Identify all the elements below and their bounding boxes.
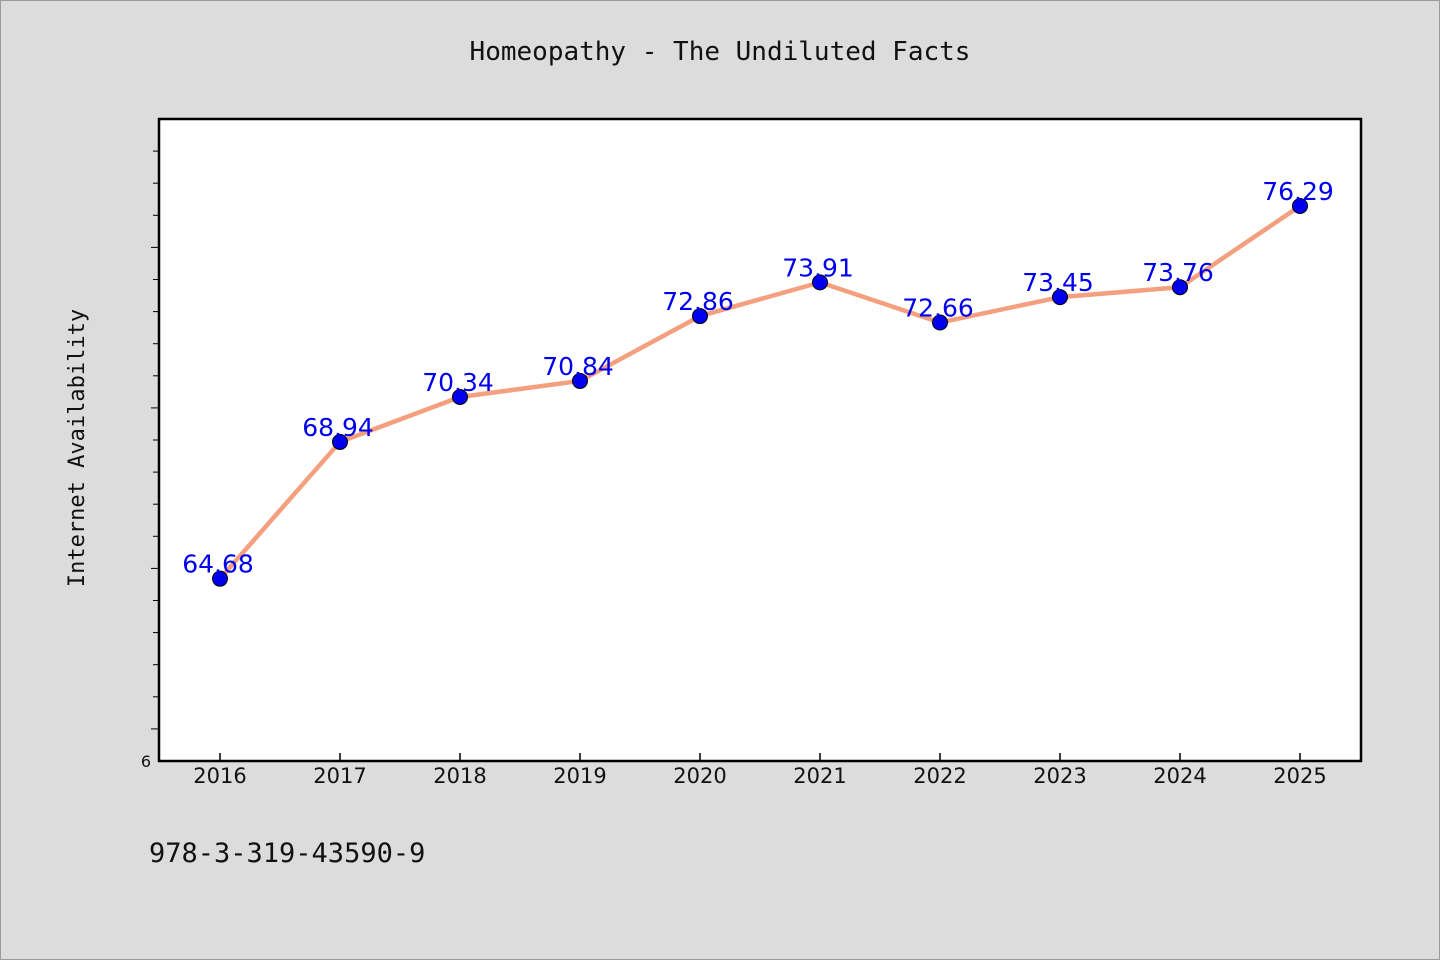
data-label: 70.34: [422, 368, 494, 397]
x-tick-label: 2024: [1153, 764, 1206, 788]
data-label: 73.45: [1022, 268, 1094, 297]
data-point: [1172, 279, 1188, 296]
y-tick-label: 6: [141, 752, 151, 771]
data-label: 64.68: [182, 550, 254, 579]
data-point: [692, 308, 708, 325]
x-tick-label: 2017: [313, 764, 366, 788]
data-point: [572, 372, 588, 389]
data-point: [1292, 197, 1308, 214]
data-point: [332, 433, 348, 450]
x-tick-label: 2016: [193, 764, 246, 788]
plot-area: [157, 117, 1363, 763]
x-tick-label: 2020: [673, 764, 726, 788]
x-tick-label: 2021: [793, 764, 846, 788]
data-label: 68.94: [302, 413, 374, 442]
series-line: [217, 203, 1303, 581]
data-label: 72.66: [902, 294, 974, 323]
y-axis-ticks: 6: [141, 150, 159, 771]
data-label: 70.84: [542, 352, 614, 381]
data-label: 73.91: [782, 253, 854, 282]
series-layer: 64.68 68.94 70.34 70.84 72.86 73.91 72.66 73.45…: [182, 177, 1334, 587]
isbn-footer: 978-3-319-43590-9: [149, 838, 425, 869]
chart-title: Homeopathy - The Undiluted Facts: [470, 37, 971, 67]
data-point: [932, 314, 948, 331]
x-tick-label: 2018: [433, 764, 486, 788]
x-tick-label: 2025: [1273, 764, 1326, 788]
x-axis-ticks: 2016 2017 2018 2019 2020 2021 2022 2023 2024 2025: [193, 753, 1327, 788]
data-label: 76.29: [1262, 177, 1334, 206]
data-point: [812, 274, 828, 291]
x-tick-label: 2022: [913, 764, 966, 788]
data-label: 73.76: [1142, 258, 1214, 287]
data-label: 72.86: [662, 287, 734, 316]
x-tick-label: 2019: [553, 764, 606, 788]
x-tick-label: 2023: [1033, 764, 1086, 788]
data-point: [452, 388, 468, 405]
data-point: [212, 570, 228, 587]
y-axis-label: Internet Availability: [65, 309, 90, 587]
data-point: [1052, 289, 1068, 306]
